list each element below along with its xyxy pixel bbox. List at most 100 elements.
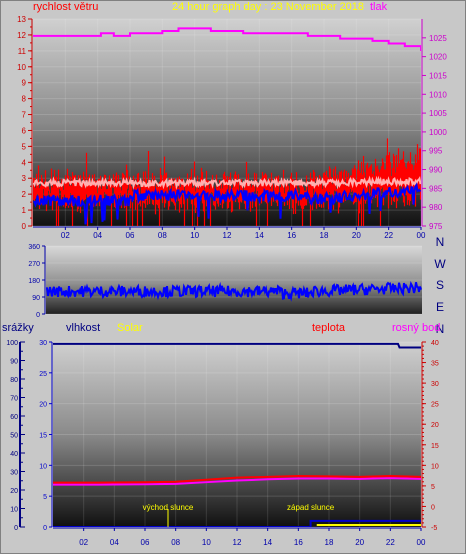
tick-label: 180 <box>28 278 40 285</box>
tick-label: 80 <box>10 377 18 384</box>
time-tick-label: 00 <box>417 231 426 240</box>
tick-label: 0 <box>14 525 18 532</box>
tick-label: 90 <box>32 295 40 302</box>
tick-label: -5 <box>431 525 437 532</box>
tick-label: 990 <box>429 166 443 175</box>
time-tick-label: 02 <box>61 231 70 240</box>
pressure-line <box>33 27 421 51</box>
time-tick-label: 12 <box>223 231 232 240</box>
tick-label: 9 <box>22 79 27 88</box>
tick-label: 270 <box>28 261 40 268</box>
time-tick-label: 02 <box>79 538 88 547</box>
tick-label: 100 <box>6 340 18 347</box>
direction-axis: 0 90 180 270 360 <box>28 244 46 319</box>
wind-direction-line <box>46 281 422 302</box>
tick-label: 5 <box>22 142 27 151</box>
time-tick-label: 20 <box>355 538 364 547</box>
tick-label: 15 <box>431 443 439 450</box>
time-tick-label: 08 <box>158 231 167 240</box>
time-tick-label: 14 <box>255 231 264 240</box>
tick-label: 11 <box>18 47 27 56</box>
sunset-label: západ slunce <box>287 503 335 512</box>
tick-label: 5 <box>43 494 47 501</box>
tick-label: 1025 <box>429 34 447 43</box>
tick-label: 10 <box>10 507 18 514</box>
temperature-line <box>53 475 421 484</box>
tick-label: 25 <box>39 371 47 378</box>
tick-label: 50 <box>10 433 18 440</box>
tick-label: 0 <box>43 525 47 532</box>
time-tick-label: 22 <box>386 538 395 547</box>
tick-label: 20 <box>431 422 439 429</box>
tick-label: 985 <box>429 184 443 193</box>
compass-label: N <box>436 322 445 336</box>
tick-label: 1020 <box>429 53 447 62</box>
solar-title: Solar <box>117 322 143 334</box>
time-tick-label: 16 <box>294 538 303 547</box>
dewpoint-line <box>53 477 421 486</box>
temperature-title: teplota <box>312 322 346 334</box>
tick-label: 0 <box>36 312 40 319</box>
tick-label: 8 <box>22 95 27 104</box>
direction-grid <box>46 245 422 315</box>
tick-label: 975 <box>429 222 443 231</box>
tick-label: 1010 <box>429 90 447 99</box>
rain-axis: 0 5 10 15 20 25 30 <box>39 340 53 532</box>
time-tick-label: 18 <box>320 231 329 240</box>
time-tick-label: 06 <box>126 231 135 240</box>
tick-label: 30 <box>39 340 47 347</box>
solar-series <box>167 509 421 527</box>
tick-label: 4 <box>22 158 27 167</box>
rain-rate-line <box>53 519 421 527</box>
rain-axis-title: srážky <box>2 322 34 334</box>
tick-label: 35 <box>431 361 439 368</box>
direction-plot-area <box>46 246 422 314</box>
tick-label: 360 <box>28 244 40 251</box>
chart-title: 24 hour graph day : 23 November 2018 <box>172 1 364 13</box>
humidity-line <box>53 342 421 349</box>
time-tick-label: 12 <box>233 538 242 547</box>
tick-label: 70 <box>10 396 18 403</box>
tick-label: 60 <box>10 414 18 421</box>
tick-label: 40 <box>431 340 439 347</box>
tick-label: 6 <box>22 126 27 135</box>
time-tick-label: 00 <box>417 538 426 547</box>
temperature-axis: -5 0 5 10 15 20 25 30 35 40 <box>421 340 439 532</box>
tick-label: 20 <box>39 402 47 409</box>
tick-label: 10 <box>39 463 47 470</box>
time-tick-label: 06 <box>141 538 150 547</box>
sunrise-label: východ slunce <box>143 503 194 512</box>
time-tick-label: 22 <box>384 231 393 240</box>
bottom-time-axis: 02 04 06 08 10 12 14 16 18 20 22 00 <box>53 527 426 547</box>
tick-label: 12 <box>17 31 26 40</box>
time-tick-label: 08 <box>171 538 180 547</box>
tick-label: 90 <box>10 359 18 366</box>
sun-annotations: východ slunce západ slunce <box>143 503 335 512</box>
humidity-axis-title: vlhkost <box>66 322 100 334</box>
time-tick-label: 18 <box>325 538 334 547</box>
compass-label: E <box>436 300 444 314</box>
pressure-axis: 975 980 985 990 995 1000 1005 1010 1015 1020 1025 <box>421 19 447 231</box>
dewpoint-title: rosný bod <box>392 322 440 334</box>
tick-label: 1 <box>22 206 27 215</box>
tick-label: 2 <box>22 190 27 199</box>
tick-label: 30 <box>431 381 439 388</box>
time-tick-label: 20 <box>352 231 361 240</box>
tick-label: 10 <box>17 63 26 72</box>
tick-label: 15 <box>39 433 47 440</box>
time-tick-label: 04 <box>110 538 119 547</box>
bottom-plot-area <box>53 342 421 527</box>
tick-label: 1000 <box>429 128 447 137</box>
tick-label: 7 <box>22 111 27 120</box>
compass-label: N <box>436 235 445 249</box>
bottom-grid <box>53 341 422 528</box>
tick-label: 980 <box>429 203 443 212</box>
wind-average-line <box>33 175 421 190</box>
pressure-axis-title: tlak <box>370 1 388 13</box>
compass-label: W <box>434 257 446 271</box>
humidity-axis: 0 10 20 30 40 50 60 70 80 90 100 <box>6 340 25 532</box>
tick-label: 0 <box>431 504 435 511</box>
